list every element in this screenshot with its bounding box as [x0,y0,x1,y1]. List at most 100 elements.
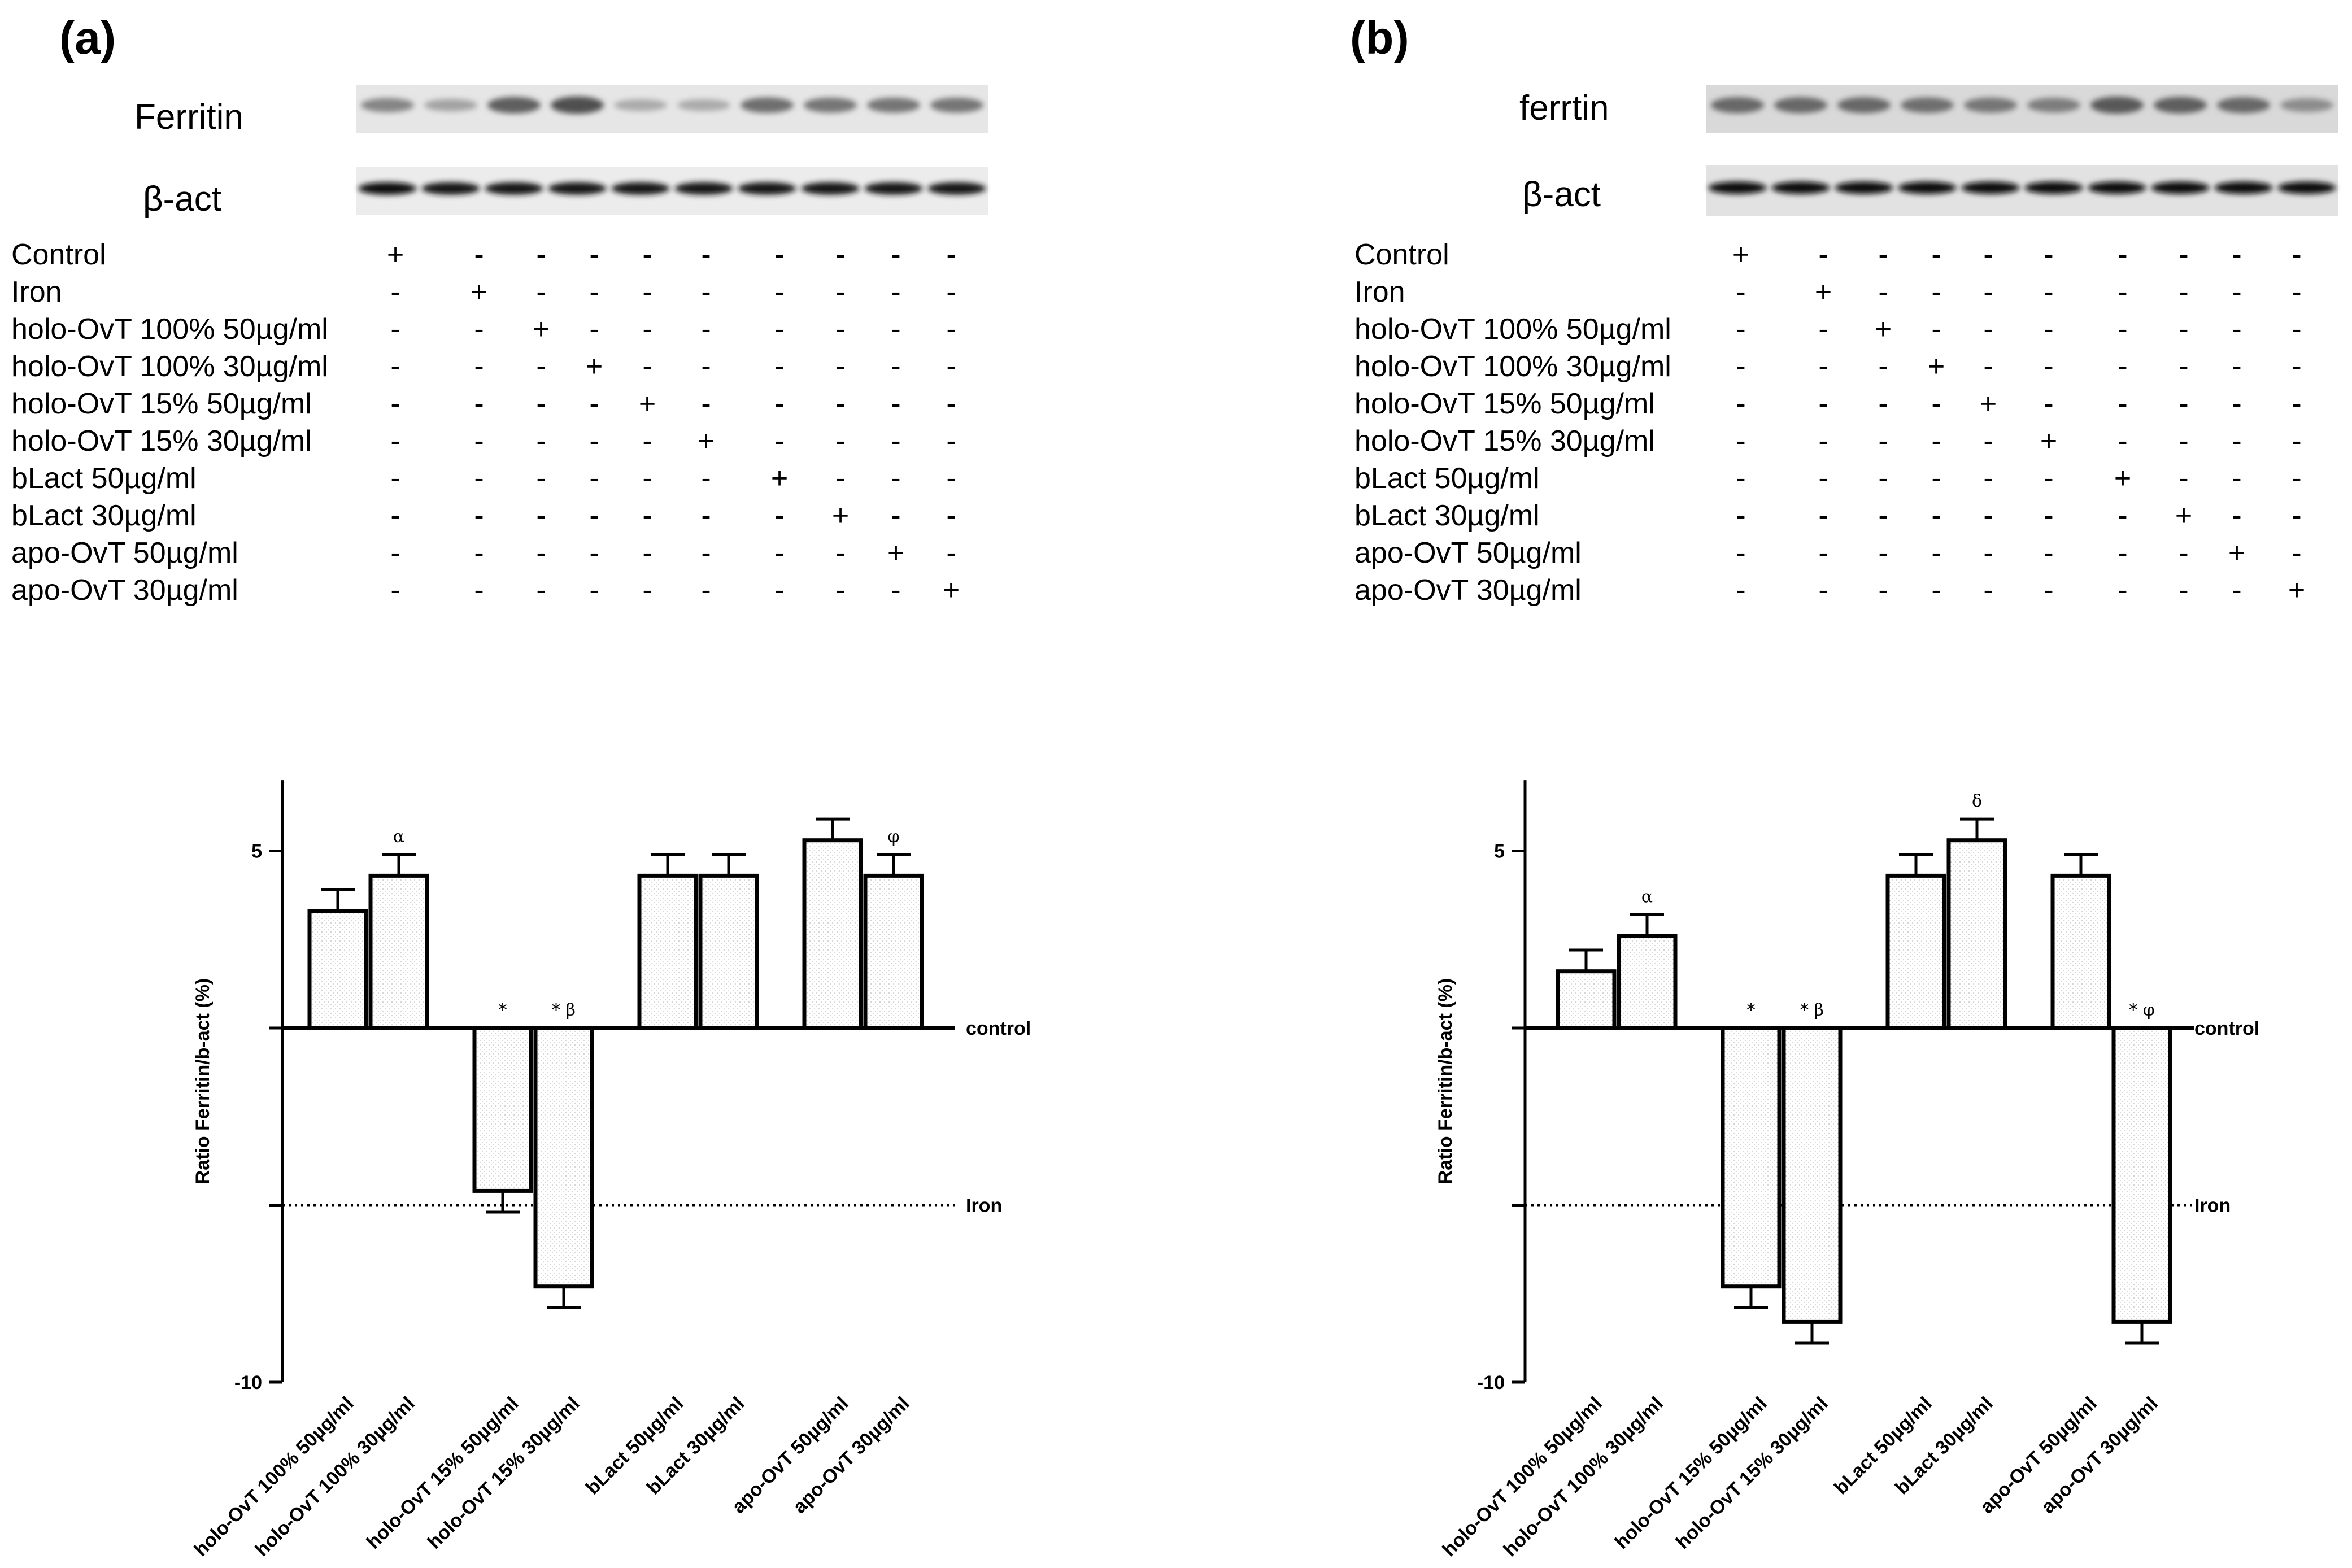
ferritin-band [740,97,794,113]
treatment-minus: - [589,313,599,346]
treatment-minus: - [2232,574,2241,607]
panel-a-ferritin-label: Ferritin [134,98,243,137]
treatment-label: holo-OvT 100% 50µg/ml [11,313,328,346]
treatment-minus: - [2044,537,2053,569]
treatment-minus: - [2118,276,2127,308]
treatment-minus: - [390,499,400,532]
treatment-minus: - [2232,313,2241,346]
treatment-minus: - [642,537,652,569]
treatment-minus: - [390,462,400,495]
treatment-minus: - [1736,313,1745,346]
y-tick-label: -10 [234,1372,262,1393]
treatment-minus: - [1818,574,1828,607]
beta-act-band [2277,181,2336,194]
treatment-minus: - [835,238,845,271]
treatment-minus: - [891,574,900,607]
beta-act-band [1771,181,1830,194]
beta-act-band [2024,181,2083,194]
ferritin-band [2027,98,2081,113]
treatment-plus: + [639,387,656,420]
treatment-plus: + [1875,313,1892,346]
treatment-minus: - [2118,537,2127,569]
treatment-minus: - [1983,276,1993,308]
treatment-minus: - [1878,350,1888,383]
treatment-minus: - [891,499,900,532]
treatment-minus: - [390,387,400,420]
treatment-minus: - [2292,462,2301,495]
treatment-minus: - [1931,313,1941,346]
treatment-label: Control [11,238,106,271]
treatment-minus: - [536,462,546,495]
treatment-minus: - [536,537,546,569]
treatment-label: apo-OvT 30µg/ml [11,574,238,607]
beta-act-band [1898,181,1957,194]
panel-b-ferritin-label: ferrtin [1519,89,1609,128]
treatment-minus: - [701,276,711,308]
treatment-minus: - [2118,499,2127,532]
bar [1946,838,2007,1030]
treatment-plus: + [887,537,904,569]
treatment-minus: - [2292,499,2301,532]
treatment-minus: - [774,574,784,607]
treatment-minus: - [946,537,956,569]
treatment-minus: - [2232,425,2241,458]
treatment-minus: - [2044,350,2053,383]
treatment-plus: + [832,499,849,532]
treatment-minus: - [2179,537,2188,569]
ferritin-band [1837,97,1891,114]
category-label: apo-OvT 30µg/ml [2037,1393,2162,1518]
category-label: apo-OvT 50µg/ml [728,1393,853,1518]
treatment-minus: - [536,574,546,607]
treatment-minus: - [1931,462,1941,495]
category-label: apo-OvT 30µg/ml [789,1393,914,1518]
treatment-minus: - [474,350,484,383]
treatment-minus: - [1818,387,1828,420]
treatment-minus: - [589,276,599,308]
treatment-minus: - [891,276,900,308]
treatment-minus: - [390,276,400,308]
significance-annotation: * φ [2129,1000,2155,1020]
treatment-minus: - [774,238,784,271]
treatment-minus: - [1931,574,1941,607]
treatment-minus: - [2044,387,2053,420]
treatment-minus: - [701,574,711,607]
significance-annotation: α [393,827,404,847]
treatment-minus: - [701,387,711,420]
ferritin-band [550,96,604,114]
treatment-minus: - [1736,499,1745,532]
treatment-minus: - [835,276,845,308]
significance-annotation: δ [1972,791,1982,811]
panel-a-beta-act-label: β-act [143,180,221,219]
beta-act-band [674,182,733,195]
treatment-minus: - [946,425,956,458]
treatment-minus: - [1818,462,1828,495]
treatment-minus: - [474,574,484,607]
treatment-plus: + [2175,499,2192,532]
treatment-minus: - [536,238,546,271]
treatment-minus: - [1736,387,1745,420]
treatment-plus: + [698,425,715,458]
treatment-plus: + [1732,238,1749,271]
treatment-minus: - [1931,499,1941,532]
ferritin-band [487,97,541,114]
significance-annotation: * β [1800,1000,1824,1020]
beta-act-band [485,182,543,195]
ferritin-band [2216,97,2271,114]
treatment-minus: - [642,276,652,308]
treatment-minus: - [2232,387,2241,420]
significance-annotation: φ [887,827,899,847]
treatment-minus: - [2292,313,2301,346]
treatment-minus: - [2292,276,2301,308]
treatment-minus: - [1983,350,1993,383]
bar [637,873,698,1030]
beta-act-band [2214,181,2273,194]
treatment-minus: - [835,574,845,607]
panel-a-ferritin-blot [356,85,988,133]
treatment-minus: - [774,313,784,346]
treatment-label: holo-OvT 15% 50µg/ml [1354,387,1655,420]
treatment-minus: - [701,238,711,271]
treatment-minus: - [774,425,784,458]
ferritin-band [1774,97,1828,114]
beta-act-band [421,182,480,195]
treatment-label: Iron [11,276,62,308]
